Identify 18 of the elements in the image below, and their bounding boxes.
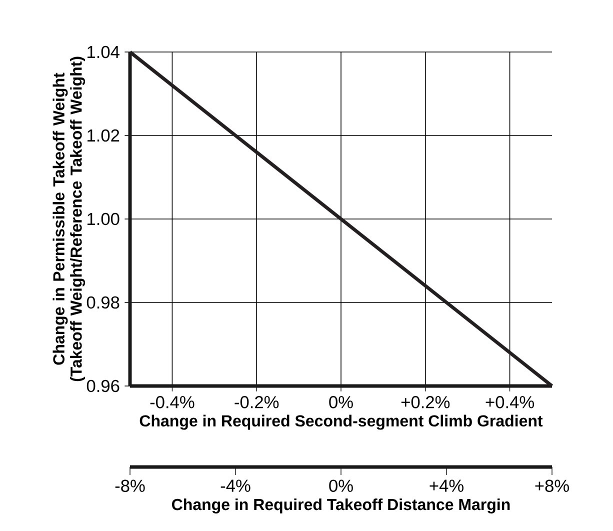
x-tick-label: -0.2% [234,396,279,408]
x2-tick-label: +4% [430,480,464,492]
x-tick-label: 0% [329,396,353,408]
y-tick-label: 1.04 [88,46,120,58]
y-tick-label: 0.98 [86,296,120,309]
x2-tick-label: -8% [115,480,145,492]
x-tick-label: +0.2% [401,396,450,408]
x2-tick-label: +8% [535,480,569,492]
y-tick-label: 1.00 [88,212,120,226]
y-tick-label: 1.02 [88,129,120,142]
x2-tick-label: -4% [220,480,250,492]
x-axis-title: Change in Required Second-segment Climb Gradient [140,414,543,430]
x2-axis-title: Change in Required Takeoff Distance Margin [172,498,510,514]
y-axis-title: Change in Permissible Takeoff Weight (Takeoff Weight/Reference Takeoff Weight) [52,56,86,382]
x2-tick-label: 0% [329,480,353,492]
x-tick-label: +0.4% [486,396,534,408]
y-tick-label: 0.96 [86,380,120,392]
x-tick-label: -0.4% [150,396,194,408]
